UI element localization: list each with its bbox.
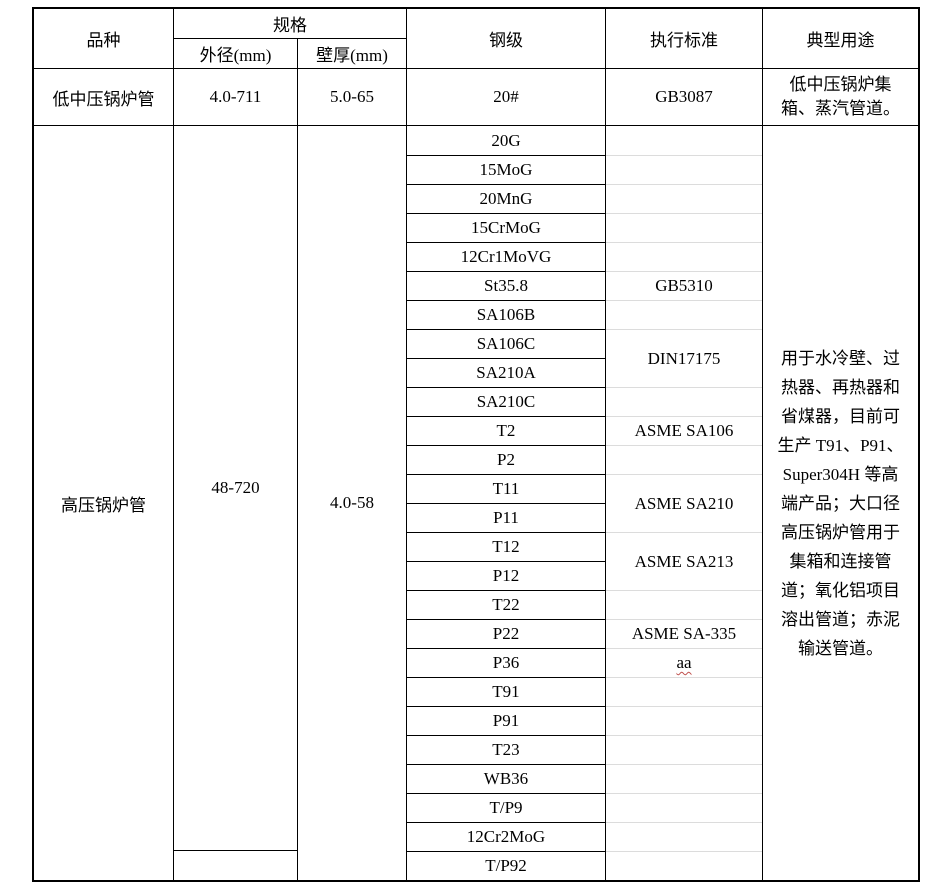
use-text-line: 集箱和连接管 xyxy=(789,551,892,571)
standard-label: ASME SA106 xyxy=(634,421,734,440)
grade-cell: 12Cr1MoVG xyxy=(407,242,605,271)
header-cell-outer-diameter: 外径(mm) xyxy=(174,39,298,69)
grade-cell: 15MoG xyxy=(407,155,605,184)
grade-cell: SA106C xyxy=(407,329,605,358)
header-cell-standard: 执行标准 xyxy=(606,9,763,69)
grade-cell: 20G xyxy=(491,130,521,150)
standard-label: ASME SA213 xyxy=(634,551,734,571)
grade-cell: WB36 xyxy=(407,764,605,793)
grade-cell: T23 xyxy=(407,735,605,764)
grade-column: 20G 15MoG 20MnG 15CrMoG 12Cr1MoVG St35.8 SA106… xyxy=(407,126,606,880)
standard-label: DIN17175 xyxy=(647,348,721,368)
use-cell-low: 低中压锅炉集 箱、蒸汽管道。 xyxy=(763,69,918,126)
grade-cell: T/P9 xyxy=(407,793,605,822)
standard-cell: ASME SA-335 xyxy=(606,619,762,648)
grade-cell: P2 xyxy=(407,445,605,474)
grade-cell: P11 xyxy=(407,503,605,532)
standard-cell xyxy=(606,213,762,242)
use-text-line: 端产品；大口径 xyxy=(781,493,900,513)
use-text-line: 生产 T91、P91、 xyxy=(777,435,904,455)
standard-cell xyxy=(606,590,762,619)
use-text-line: 热器、再热器和 xyxy=(781,377,900,397)
standard-cell xyxy=(606,851,762,880)
standard-cell: ASME SA213 xyxy=(606,532,762,590)
standard-cell xyxy=(606,387,762,416)
header-cell-variety: 品种 xyxy=(34,9,174,69)
standard-cell xyxy=(606,677,762,706)
standard-label: aa xyxy=(676,653,692,672)
standard-cell: aa xyxy=(606,648,762,677)
standard-label: GB5310 xyxy=(655,276,713,295)
use-text-line: 低中压锅炉集 xyxy=(789,75,892,94)
header-cell-typical-use: 典型用途 xyxy=(763,9,918,69)
use-text-line: 箱、蒸汽管道。 xyxy=(781,99,900,118)
use-text-line: 溶出管道；赤泥 xyxy=(781,609,900,629)
grade-cell: P22 xyxy=(407,619,605,648)
standard-cell xyxy=(606,184,762,213)
grade-cell: SA106B xyxy=(407,300,605,329)
grade-cell: T22 xyxy=(407,590,605,619)
header-cell-spec: 规格 xyxy=(174,9,407,39)
header-cell-steel-grade: 钢级 xyxy=(407,9,606,69)
grade-cell: T11 xyxy=(407,474,605,503)
use-cell-high: 用于水冷壁、过 热器、再热器和 省煤器，目前可 生产 T91、P91、 Super304… xyxy=(763,126,918,880)
use-text-line: 用于水冷壁、过 xyxy=(781,348,900,368)
standard-cell xyxy=(606,764,762,793)
standard-cell xyxy=(606,300,762,329)
high-od-empty-cell xyxy=(174,851,297,880)
low-mid-wt-cell: 5.0-65 xyxy=(298,69,407,126)
use-text-line: 省煤器，目前可 xyxy=(781,406,900,426)
high-od-cell: 48-720 xyxy=(174,126,298,880)
grade-cell: T12 xyxy=(407,532,605,561)
standard-cell xyxy=(606,126,762,155)
standard-cell xyxy=(606,242,762,271)
grade-cell: 12Cr2MoG xyxy=(407,822,605,851)
standard-cell: ASME SA106 xyxy=(606,416,762,445)
standard-cell xyxy=(606,793,762,822)
standard-cell xyxy=(606,155,762,184)
standard-cell xyxy=(606,445,762,474)
high-od-value: 48-720 xyxy=(174,126,297,851)
standard-cell: GB5310 xyxy=(606,271,762,300)
grade-cell: P91 xyxy=(407,706,605,735)
standard-cell xyxy=(606,706,762,735)
high-variety-cell: 高压锅炉管 xyxy=(34,126,174,880)
low-mid-od-cell: 4.0-711 xyxy=(174,69,298,126)
grade-cell: P36 xyxy=(407,648,605,677)
use-text-line: 高压锅炉管用于 xyxy=(781,522,900,542)
use-text-line: 道；氧化铝项目 xyxy=(781,580,900,600)
standard-cell xyxy=(606,822,762,851)
standard-column: GB5310 DIN17175 ASME SA106 ASME SA210 ASME S… xyxy=(606,126,763,880)
standard-label: ASME SA210 xyxy=(634,493,734,513)
low-mid-variety-cell: 低中压锅炉管 xyxy=(34,69,174,126)
grade-cell: T/P92 xyxy=(407,851,605,880)
standard-cell xyxy=(606,735,762,764)
grade-cell: SA210C xyxy=(407,387,605,416)
grade-cell: T91 xyxy=(407,677,605,706)
grade-cell: SA210A xyxy=(407,358,605,387)
high-wt-cell: 4.0-58 xyxy=(298,126,407,880)
standard-cell: ASME SA210 xyxy=(606,474,762,532)
standard-cell: DIN17175 xyxy=(606,329,762,387)
low-mid-grade-cell: 20# xyxy=(407,69,606,126)
low-mid-standard-cell: GB3087 xyxy=(606,69,763,126)
header-cell-wall-thickness: 壁厚(mm) xyxy=(298,39,407,69)
grade-cell: 20MnG xyxy=(407,184,605,213)
use-text-line: 输送管道。 xyxy=(798,638,883,658)
grade-cell: St35.8 xyxy=(407,271,605,300)
boiler-tube-spec-table: 品种 规格 外径(mm) 壁厚(mm) 钢级 执行标准 典型用途 低中压锅炉管 … xyxy=(32,7,920,882)
grade-cell: 15CrMoG xyxy=(407,213,605,242)
grade-cell: T2 xyxy=(407,416,605,445)
use-text-line: Super304H 等高 xyxy=(782,464,899,484)
grade-cell: P12 xyxy=(407,561,605,590)
standard-label: ASME SA-335 xyxy=(631,624,737,643)
